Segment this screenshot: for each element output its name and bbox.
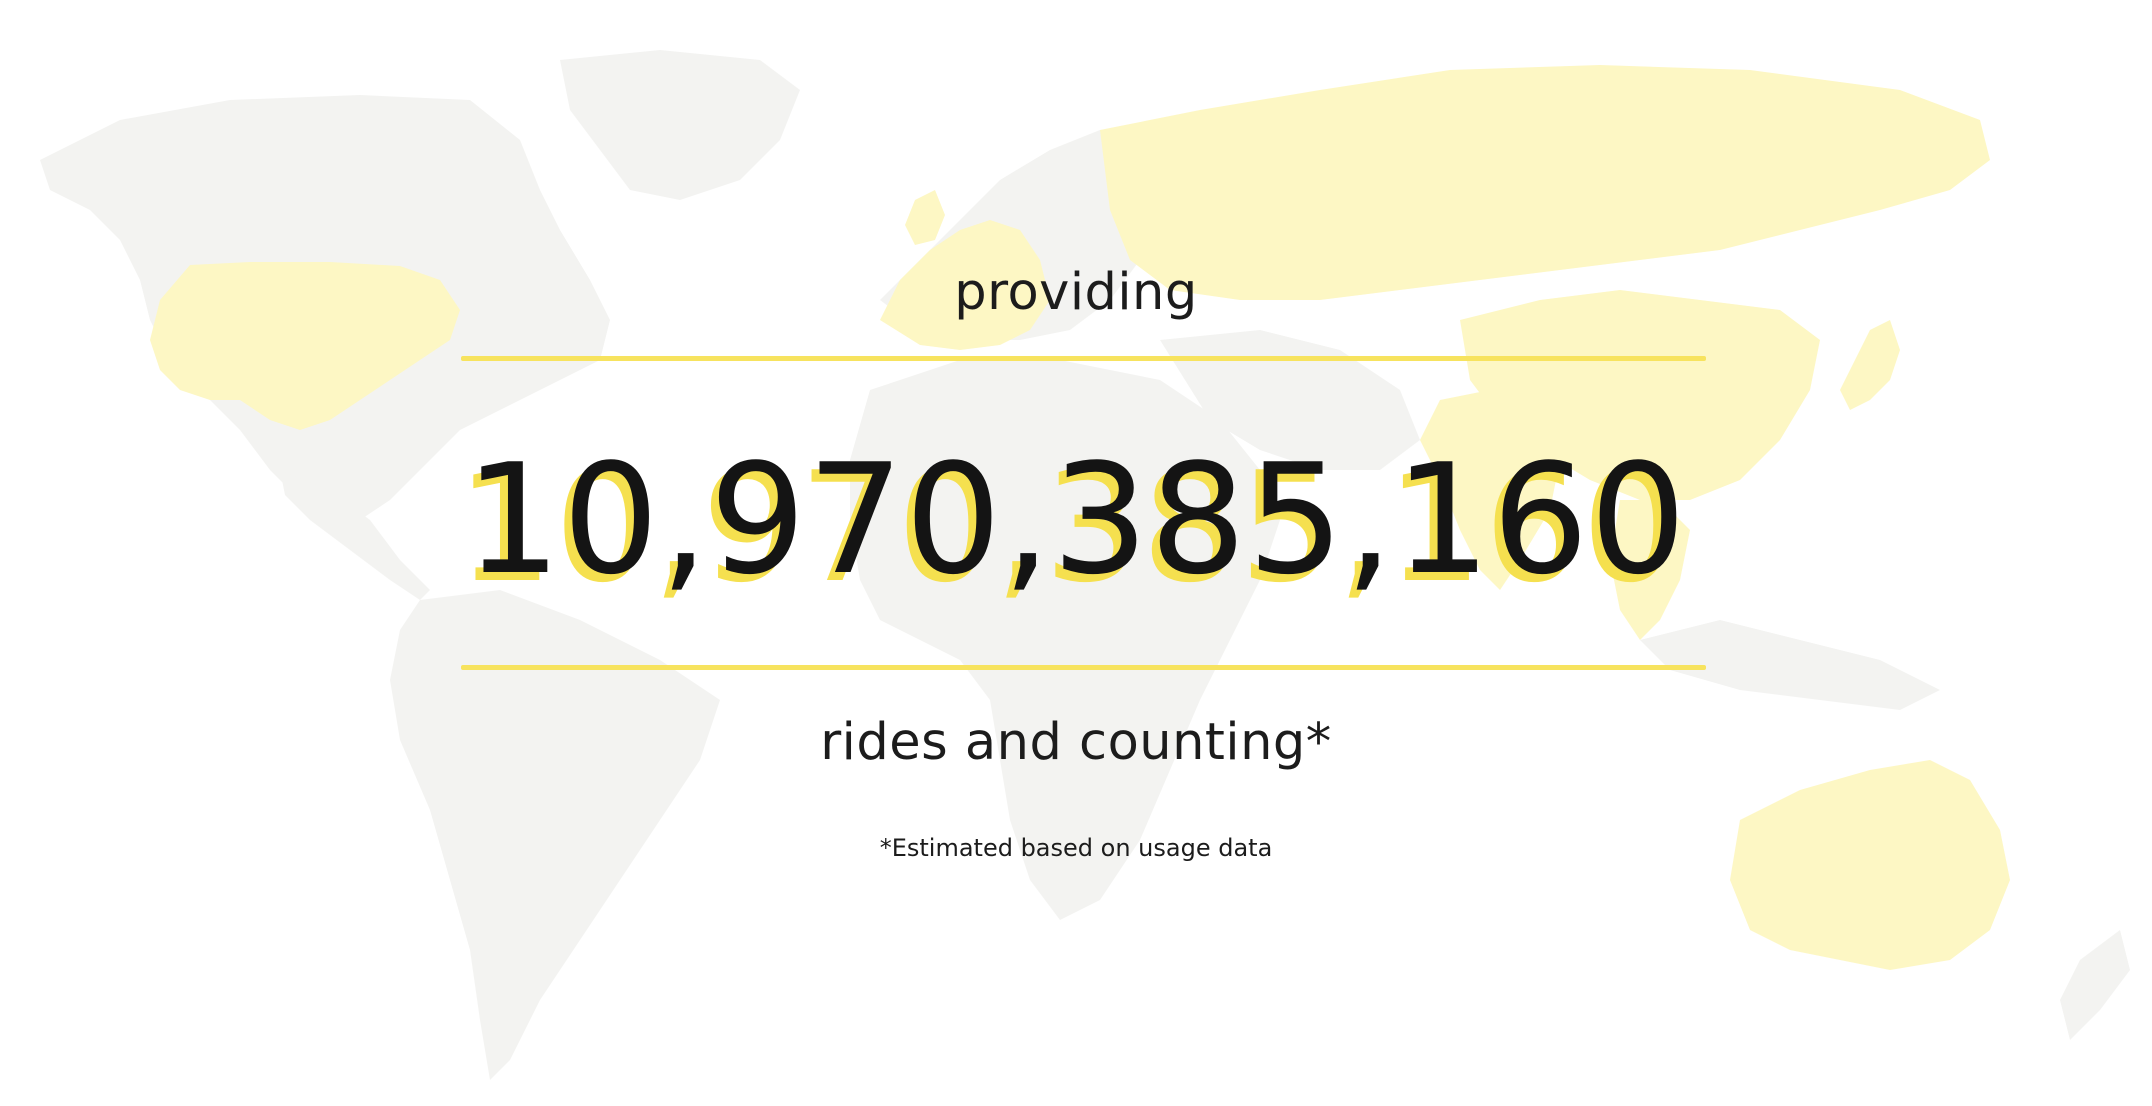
australia-region (1730, 760, 2010, 970)
ride-count: 10,970,385,160 (464, 431, 1688, 608)
united-states-region (150, 262, 460, 430)
africa-land (850, 360, 1280, 920)
india-region (1420, 390, 1560, 590)
new-zealand-land (2060, 930, 2130, 1040)
bottom-divider (461, 665, 1706, 670)
uk-region (905, 190, 945, 245)
tail-text: rides and counting* (820, 713, 1332, 772)
middle-east-land (1160, 330, 1420, 470)
russia-region (1100, 65, 1990, 300)
greenland-land (560, 50, 800, 200)
central-america-land (280, 470, 430, 600)
japan-region (1840, 320, 1900, 410)
lead-text: providing (954, 263, 1198, 322)
indonesia-land (1640, 620, 1940, 710)
top-divider (461, 356, 1706, 361)
footnote: *Estimated based on usage data (879, 834, 1273, 862)
south-america-land (390, 590, 720, 1080)
southeast-asia-region (1610, 500, 1690, 640)
europe-region (880, 220, 1050, 350)
